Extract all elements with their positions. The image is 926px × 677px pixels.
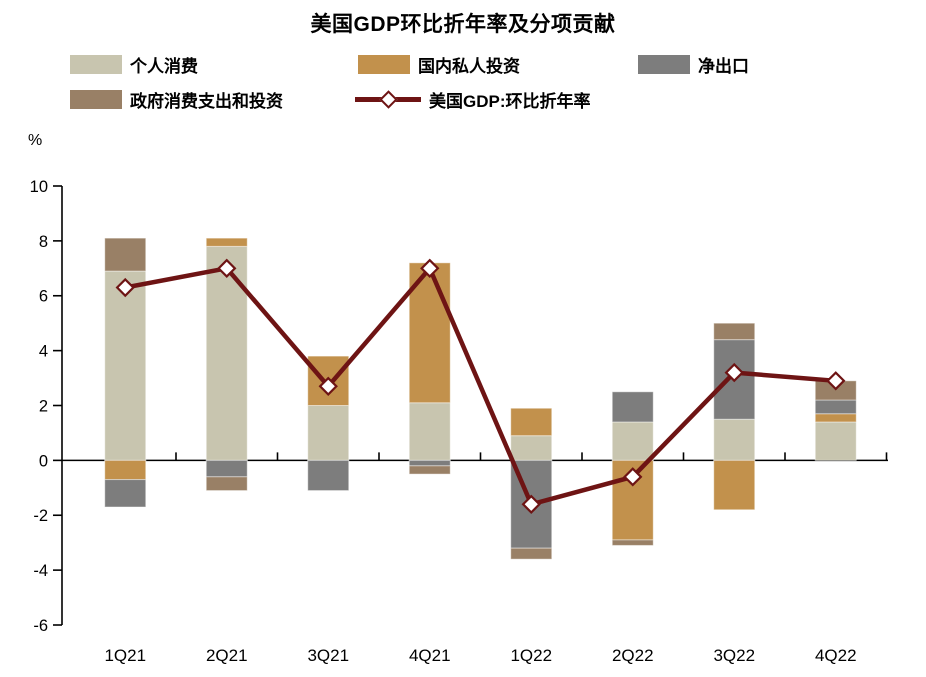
bar-segment-2Q21 [205,459,248,478]
bar-segment-2Q22 [611,539,654,546]
y-tick-label: 0 [39,452,48,470]
legend-label: 国内私人投资 [418,56,520,76]
gdp-marker-4Q21 [420,258,440,278]
bar-segment-1Q22 [510,435,553,461]
chart-title: 美国GDP环比折年率及分项贡献 [310,13,616,36]
y-tick-label: 2 [39,397,48,415]
y-tick-label: 4 [39,343,48,361]
x-axis-label-4Q22: 4Q22 [815,646,857,665]
gdp-line-icon [355,90,421,109]
bar-segment-1Q21 [104,459,147,481]
x-axis-label-2Q22: 2Q22 [612,646,654,665]
gdp-line [124,264,836,507]
x-axis-label-4Q21: 4Q21 [409,646,451,665]
bar-segment-4Q22 [814,413,857,423]
gdp-marker-1Q22 [521,494,541,514]
legend-item-personal-consumption: 个人消费 [70,54,198,76]
y-tick-label: -6 [33,617,48,635]
x-axis-label-1Q22: 1Q22 [510,646,552,665]
bar-segment-1Q21 [104,479,147,508]
gdp-marker-1Q21 [115,277,135,298]
legend-item-gdp-line: 美国GDP:环比折年率 [355,89,591,111]
legend-swatch-net-exports [638,54,690,74]
y-axis-unit-label: % [28,132,43,149]
bar-segment-3Q21 [307,459,350,492]
bar-segment-3Q22 [713,418,756,461]
legend-label: 个人消费 [130,56,198,76]
y-tick-label: 8 [39,233,48,251]
bar-segment-3Q21 [307,405,350,461]
legend-label: 美国GDP:环比折年率 [429,91,591,111]
bar-segment-2Q21 [205,476,248,492]
bar-segment-4Q21 [408,459,451,467]
bar-segment-2Q22 [611,391,654,423]
bar-segment-2Q21 [205,245,248,461]
bar-segment-1Q22 [510,547,553,560]
bar-segment-4Q22 [814,421,857,461]
y-tick-label: 6 [39,288,48,306]
legend-swatch-private-investment [358,54,410,74]
x-axis-label-1Q21: 1Q21 [104,646,146,665]
legend-swatch-personal-consumption [70,54,122,74]
bar-segment-4Q22 [814,399,857,415]
gdp-marker-3Q22 [724,362,744,383]
legend-item-government: 政府消费支出和投资 [70,89,283,111]
x-axis-label-3Q22: 3Q22 [713,646,755,665]
x-axis-label-2Q21: 2Q21 [206,646,248,665]
bar-segment-2Q22 [611,421,654,461]
y-tick-label: 10 [30,178,48,196]
gdp-marker-2Q21 [217,258,237,278]
bar-segment-1Q21 [104,237,147,272]
legend-item-private-investment: 国内私人投资 [358,54,520,76]
y-tick-label: -2 [33,507,48,525]
gdp-marker-3Q21 [318,376,338,396]
y-tick-label: -4 [33,562,48,580]
legend-label: 净出口 [698,56,749,76]
x-axis-label-3Q21: 3Q21 [307,646,349,665]
bar-segment-1Q22 [510,407,553,437]
legend-item-net-exports: 净出口 [638,54,749,76]
legend-swatch-government [70,89,122,109]
legend-label: 政府消费支出和投资 [130,91,283,111]
bar-segment-3Q22 [713,322,756,341]
bar-segment-3Q22 [713,459,756,511]
bar-segment-4Q21 [408,465,451,475]
gdp-marker-2Q22 [623,467,643,487]
bar-segment-4Q21 [408,402,451,461]
bar-segment-2Q21 [205,237,248,247]
bar-segment-1Q21 [104,270,147,461]
gdp-marker-4Q22 [826,371,846,391]
